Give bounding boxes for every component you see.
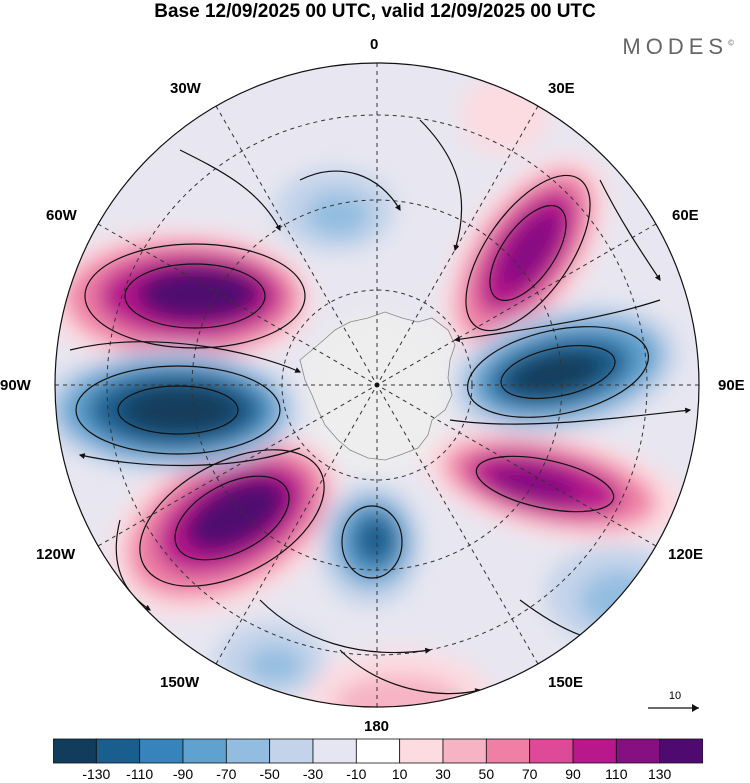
colorbar-swatch <box>660 739 703 763</box>
colorbar-swatch <box>96 739 139 763</box>
colorbar-tick-label: -90 <box>173 766 193 782</box>
polar-map <box>0 0 750 735</box>
anomaly-positive-20e <box>460 75 550 155</box>
reference-arrow-icon <box>645 690 705 720</box>
colorbar-tick-label: 70 <box>522 766 538 782</box>
meridian-label-30w: 30W <box>170 80 201 97</box>
meridian-label-60w: 60W <box>46 207 77 224</box>
meridian-label-150w: 150W <box>160 674 199 691</box>
colorbar-tick-label: 110 <box>605 766 627 782</box>
colorbar-swatch <box>400 739 443 763</box>
colorbar-swatch <box>486 739 529 763</box>
colorbar-swatch <box>53 739 96 763</box>
colorbar-swatch <box>443 739 486 763</box>
colorbar-tick-label: 130 <box>648 766 671 782</box>
colorbar-swatch <box>356 739 399 763</box>
colorbar-tick-label: 10 <box>392 766 408 782</box>
meridian-label-90w: 90W <box>0 377 31 394</box>
anomaly-negative-170w <box>318 483 422 607</box>
colorbar-tick-label: 50 <box>479 766 495 782</box>
colorbar-tick-label: -70 <box>216 766 236 782</box>
colorbar-swatch <box>573 739 616 763</box>
anomaly-negative-140e <box>545 545 685 645</box>
colorbar-tick-label: -10 <box>346 766 366 782</box>
meridian-label-0: 0 <box>370 36 378 53</box>
meridian-label-60e: 60E <box>672 207 699 224</box>
colorbar-tick-label: -110 <box>126 766 153 782</box>
south-pole-marker <box>375 383 380 388</box>
anomaly-negative-155w <box>215 622 325 698</box>
colorbar-swatch <box>530 739 573 763</box>
colorbar-tick-label: -50 <box>260 766 280 782</box>
colorbar <box>53 738 703 764</box>
meridian-label-180: 180 <box>364 718 389 735</box>
meridian-label-90e: 90E <box>718 377 745 394</box>
colorbar-swatch <box>140 739 183 763</box>
meridian-label-150e: 150E <box>548 674 583 691</box>
colorbar-swatch <box>270 739 313 763</box>
reference-vector: 10 <box>645 690 705 720</box>
colorbar-tick-label: -130 <box>82 766 110 782</box>
colorbar-tick-label: 30 <box>435 766 451 782</box>
meridian-label-120e: 120E <box>668 546 703 563</box>
colorbar-tick-label: -30 <box>303 766 323 782</box>
colorbar-swatch <box>313 739 356 763</box>
colorbar-tick-label: 90 <box>565 766 581 782</box>
colorbar-swatch <box>183 739 226 763</box>
colorbar-swatch <box>226 739 269 763</box>
meridian-label-30e: 30E <box>548 80 575 97</box>
colorbar-swatch <box>616 739 659 763</box>
meridian-label-120w: 120W <box>36 546 75 563</box>
